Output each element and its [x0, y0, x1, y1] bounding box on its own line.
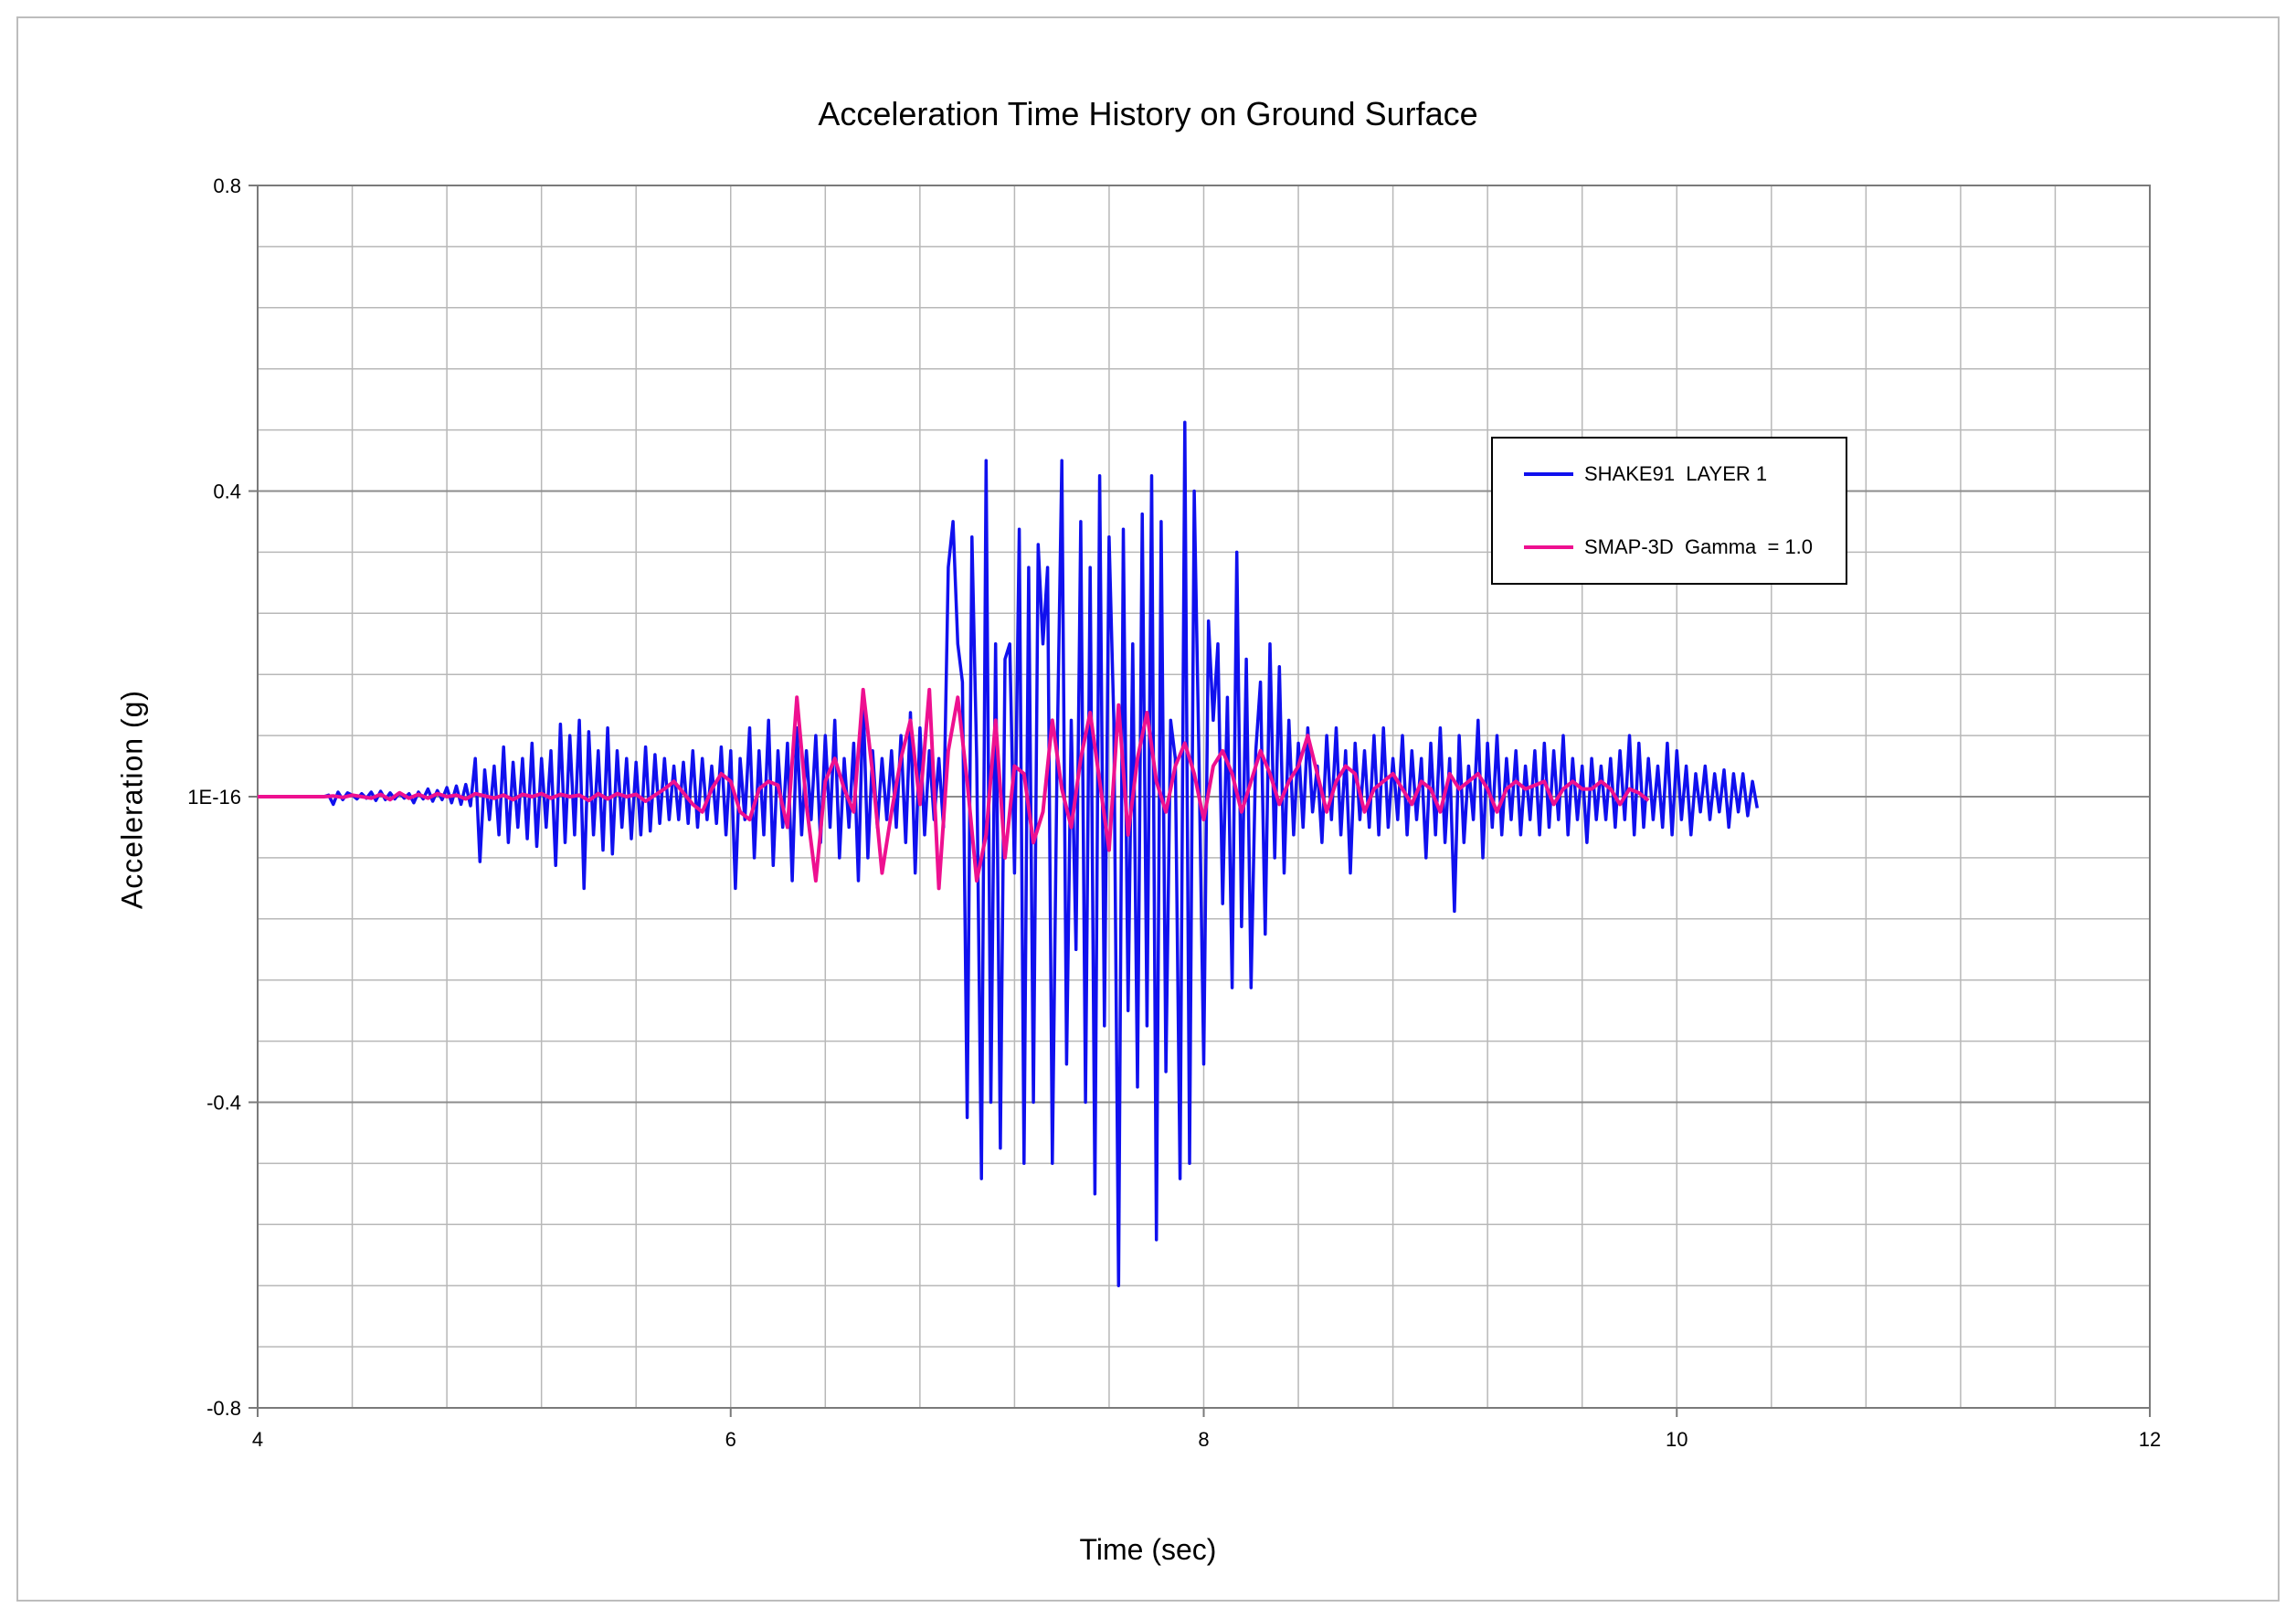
x-tick-label: 4	[252, 1428, 263, 1451]
legend: SHAKE91 LAYER 1 SMAP-3D Gamma = 1.0	[1491, 437, 1847, 585]
x-axis-title: Time (sec)	[1079, 1533, 1217, 1566]
x-tick-label: 12	[2139, 1428, 2161, 1451]
y-axis-title: Acceleration (g)	[115, 689, 149, 910]
x-tick-label: 10	[1666, 1428, 1688, 1451]
y-tick-label: 1E-16	[187, 786, 241, 809]
legend-label-smap3d: SMAP-3D Gamma = 1.0	[1584, 535, 1814, 558]
series-line-smap3d	[258, 687, 1650, 891]
grid-lines	[257, 185, 2151, 1409]
legend-entry-smap3d: SMAP-3D Gamma = 1.0	[1524, 534, 1813, 561]
series-lines	[258, 420, 1760, 1287]
x-tick-label: 6	[725, 1428, 736, 1451]
chart-title: Acceleration Time History on Ground Surf…	[818, 95, 1478, 132]
y-tick-label: -0.8	[206, 1397, 241, 1420]
tick-labels: -0.8 -0.4 1E-16 0.4 0.8 4 6 8 10 12	[187, 174, 2161, 1451]
series-line-shake91	[258, 420, 1760, 1287]
x-tick-label: 8	[1198, 1428, 1209, 1451]
legend-swatch-smap3d	[1524, 545, 1573, 549]
legend-label-shake91: SHAKE91 LAYER 1	[1584, 462, 1768, 485]
legend-entry-shake91: SHAKE91 LAYER 1	[1524, 460, 1767, 488]
y-tick-label: -0.4	[206, 1092, 241, 1115]
y-tick-label: 0.4	[213, 481, 241, 503]
legend-swatch-shake91	[1524, 472, 1573, 476]
y-tick-label: 0.8	[213, 174, 241, 197]
